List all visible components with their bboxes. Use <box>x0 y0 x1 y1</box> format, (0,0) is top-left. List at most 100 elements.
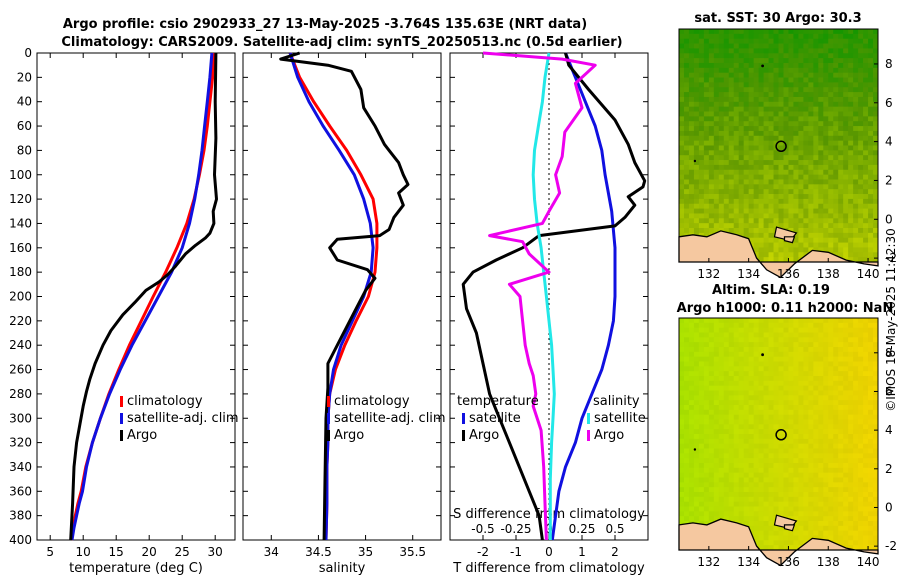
map-cell <box>838 87 844 93</box>
map-cell <box>783 72 789 78</box>
map-cell <box>828 525 834 532</box>
map-cell <box>868 385 874 391</box>
map-cell <box>718 351 725 358</box>
map-cell <box>848 467 854 474</box>
map-cell <box>868 208 874 214</box>
map-cell <box>738 223 745 229</box>
map-cell <box>808 414 814 420</box>
map-cell <box>798 82 804 88</box>
map-cell <box>728 506 735 512</box>
map-cell <box>728 53 735 59</box>
map-cell <box>738 332 745 338</box>
map-cell <box>858 223 864 229</box>
map-cell <box>808 482 814 488</box>
map-cell <box>828 53 834 59</box>
map-cell <box>738 126 745 132</box>
map-cell <box>863 208 869 214</box>
map-cell <box>733 477 740 483</box>
map-cell <box>863 169 869 176</box>
map-cell <box>813 501 819 507</box>
map-cell <box>868 332 874 338</box>
map-cell <box>853 126 859 132</box>
map-cell <box>679 160 685 166</box>
map-cell <box>823 371 829 377</box>
map-cell <box>763 434 769 440</box>
map-cell <box>813 530 819 536</box>
map-cell <box>768 247 774 253</box>
map-cell <box>823 213 829 219</box>
map-cell <box>763 155 769 161</box>
map-cell <box>793 140 799 146</box>
map-cell <box>743 135 750 142</box>
map-cell <box>813 218 819 224</box>
map-cell <box>838 361 844 367</box>
map-cell <box>808 337 814 343</box>
map-cell <box>743 174 750 180</box>
map-cell <box>748 443 755 449</box>
map-cell <box>788 438 794 445</box>
map-cell <box>733 501 740 507</box>
map-cell <box>703 395 710 401</box>
map-cell <box>708 135 715 142</box>
map-cell <box>823 356 829 362</box>
map-cell <box>728 155 735 161</box>
map-cell <box>783 385 789 391</box>
map-cell <box>723 29 730 35</box>
map-cell <box>748 414 755 420</box>
map-cell <box>828 438 834 445</box>
map-cell <box>773 96 779 103</box>
map-cell <box>693 400 700 406</box>
map-cell <box>679 501 685 507</box>
map-cell <box>778 487 784 493</box>
map-cell <box>768 385 774 391</box>
map-cell <box>718 58 725 64</box>
map-cell <box>758 516 764 522</box>
map-cell <box>693 419 700 425</box>
map-cell <box>853 351 859 358</box>
map-cell <box>833 174 839 180</box>
map-cell <box>828 164 834 171</box>
map-cell <box>838 228 844 234</box>
map-cell <box>708 72 715 78</box>
map-cell <box>793 43 799 49</box>
map-cell <box>688 419 695 425</box>
map-cell <box>858 443 864 449</box>
map-cell <box>708 492 715 498</box>
map-cell <box>768 337 774 343</box>
map-cell <box>703 492 710 498</box>
map-cell <box>778 376 784 382</box>
map-cell <box>743 130 750 137</box>
map-cell <box>679 62 685 69</box>
map-cell <box>803 458 809 464</box>
map-cell <box>853 29 859 35</box>
map-cell <box>868 458 874 464</box>
map-cell <box>698 213 705 219</box>
map-cell <box>763 87 769 93</box>
map-cell <box>733 516 740 522</box>
map-cell <box>868 521 874 527</box>
map-cell <box>778 252 784 258</box>
map-cell <box>808 121 814 127</box>
map-cell <box>679 72 685 78</box>
map-cell <box>848 247 854 253</box>
map-cell <box>858 174 864 180</box>
map-cell <box>698 371 705 377</box>
map-cell <box>843 385 849 391</box>
map-cell <box>793 218 799 224</box>
map-cell <box>813 463 819 469</box>
map-cell <box>858 492 864 498</box>
map-cell <box>693 223 700 229</box>
map-cell <box>813 472 819 478</box>
map-cell <box>848 184 854 190</box>
map-cell <box>853 135 859 142</box>
map-cell <box>708 155 715 161</box>
map-cell <box>713 135 720 142</box>
map-cell <box>788 472 794 478</box>
map-cell <box>768 67 774 74</box>
map-cell <box>738 347 745 353</box>
map-cell <box>858 472 864 478</box>
map-cell <box>873 337 879 343</box>
map-cell <box>693 395 700 401</box>
map-cell <box>698 487 705 493</box>
map-cell <box>679 342 685 348</box>
